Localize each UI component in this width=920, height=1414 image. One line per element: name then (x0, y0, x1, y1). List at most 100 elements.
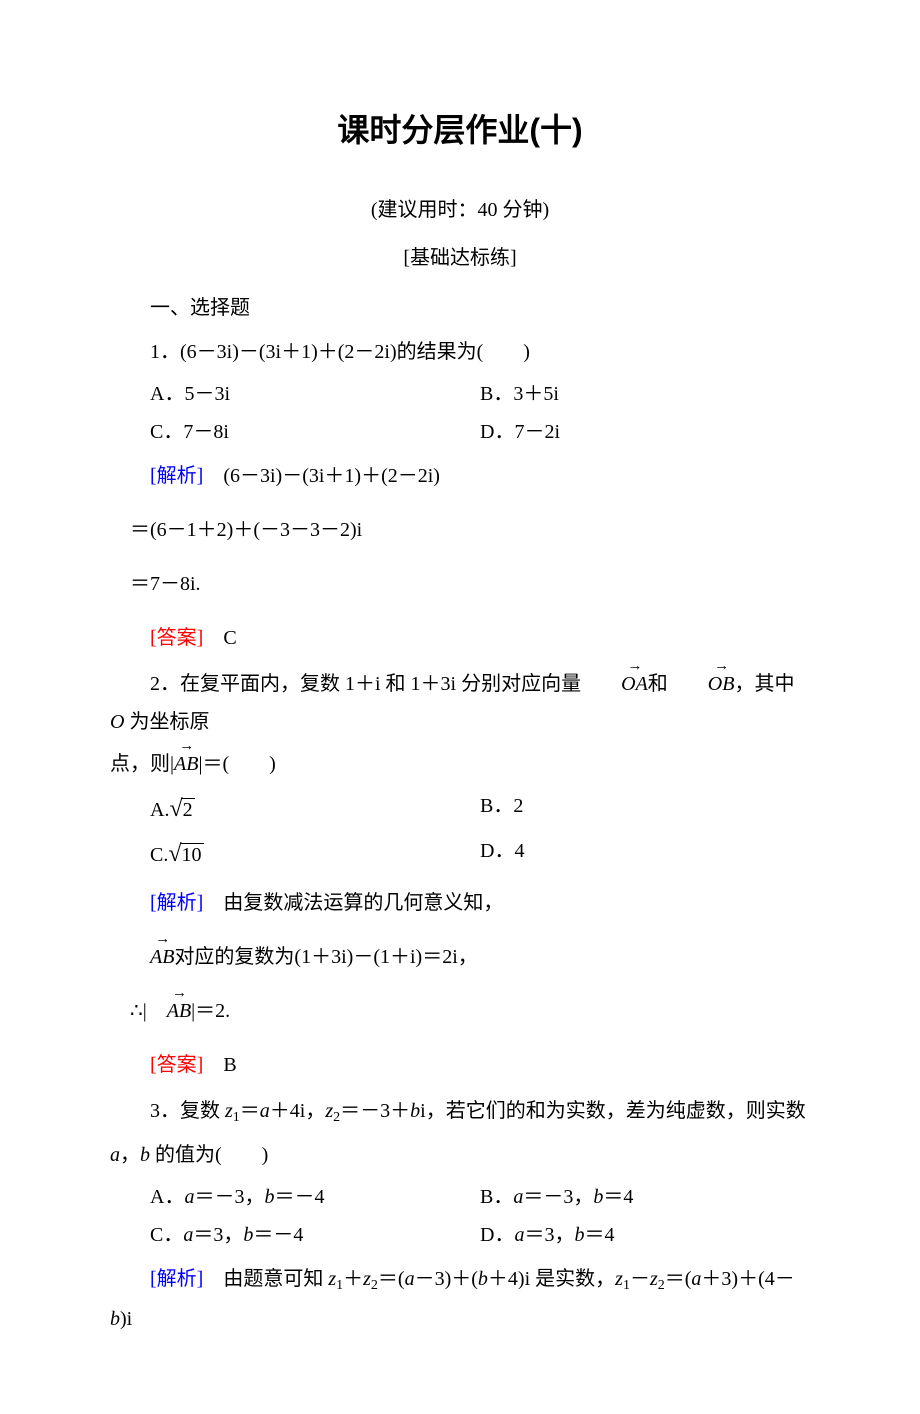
q2-stem-part2: ，其中 (734, 673, 794, 695)
q2-analysis-text2: 对应的复数为(1＋3i)－(1＋i)＝2i， (174, 946, 477, 968)
q3-an-mid3: ＋3)＋(4－ (701, 1268, 794, 1290)
q3-option-d: D．a＝3，b＝4 (480, 1216, 810, 1254)
q3-a-prefix: A． (150, 1186, 184, 1208)
sqrt-icon: √2 (169, 787, 194, 833)
q1-analysis-line1: [解析] (6－3i)－(3i＋1)＋(2－2i) (110, 457, 810, 495)
q3-an-part1: 由题意可知 (203, 1268, 328, 1290)
q2-stem-mid: 和 (648, 673, 668, 695)
page-title: 课时分层作业(十) (110, 100, 810, 161)
q1-stem: 1．(6－3i)－(3i＋1)＋(2－2i)的结果为( ) (110, 333, 810, 371)
q3-stem: 3．复数 z1＝a＋4i，z2＝－3＋bi，若它们的和为实数，差为纯虚数，则实数 (110, 1092, 810, 1132)
q3-b-prefix: B． (480, 1186, 513, 1208)
q3-b: b (410, 1100, 420, 1122)
q2-stem-cont: 点，则|AB|＝( ) (110, 745, 810, 783)
q2-stem-part1: 2．在复平面内，复数 1＋i 和 1＋3i 分别对应向量 (150, 673, 581, 695)
answer-label: [答案] (150, 627, 203, 649)
section-label: [基础达标练] (110, 239, 810, 277)
q3-d-end: ＝4 (584, 1224, 614, 1246)
q3-an-b: b (478, 1268, 488, 1290)
q2-option-b: B．2 (480, 787, 810, 833)
q3-opt-d-b: b (574, 1224, 584, 1246)
q3-an-sub2b: 2 (658, 1278, 665, 1293)
q3-option-b: B．a＝－3，b＝4 (480, 1178, 810, 1216)
q3-z2: z (325, 1100, 333, 1122)
sqrt-icon: √10 (168, 832, 203, 878)
q3-opt-c-a: a (183, 1224, 193, 1246)
q3-an-plus: ＋ (343, 1268, 363, 1290)
q2-a-prefix: A. (150, 799, 169, 821)
q3-opt-b-a: a (513, 1186, 523, 1208)
section-heading: 一、选择题 (110, 289, 810, 327)
q1-option-a: A．5－3i (150, 375, 480, 413)
q3-eq2: ＝－3＋ (340, 1100, 410, 1122)
q3-an-mid2: ＋4)i 是实数， (488, 1268, 615, 1290)
vector-oa: OA (581, 665, 648, 703)
q3-plus4i: ＋4i， (270, 1100, 326, 1122)
q2-stem: 2．在复平面内，复数 1＋i 和 1＋3i 分别对应向量OA和OB，其中 O 为… (110, 665, 810, 741)
q3-c-prefix: C． (150, 1224, 183, 1246)
time-suggestion: (建议用时：40 分钟) (110, 191, 810, 229)
q3-stem-cont: a，b 的值为( ) (110, 1136, 810, 1174)
q3-an-z1b: z (615, 1268, 623, 1290)
q3-d-prefix: D． (480, 1224, 514, 1246)
analysis-label: [解析] (150, 1268, 203, 1290)
q3-an-mid1: －3)＋( (415, 1268, 478, 1290)
q3-an-eq: ＝( (378, 1268, 405, 1290)
q2-analysis-line2: AB对应的复数为(1＋3i)－(1＋i)＝2i， (110, 938, 810, 976)
q3-stem-part1: 3．复数 (150, 1100, 225, 1122)
vector-ob: OB (668, 665, 735, 703)
q1-options: A．5－3i B．3＋5i C．7－8i D．7－2i (110, 375, 810, 451)
q3-analysis-line1: [解析] 由题意可知 z1＋z2＝(a－3)＋(b＋4)i 是实数，z1－z2＝… (110, 1260, 810, 1338)
q3-an-a: a (405, 1268, 415, 1290)
q3-c-end: ＝－4 (253, 1224, 303, 1246)
q3-an-z2b: z (650, 1268, 658, 1290)
q3-option-c: C．a＝3，b＝－4 (150, 1216, 480, 1254)
q3-a: a (260, 1100, 270, 1122)
q3-an-z2: z (363, 1268, 371, 1290)
q2-analysis-line1: [解析] 由复数减法运算的几何意义知， (110, 884, 810, 922)
vector-ab: AB (130, 938, 174, 976)
q3-z1: z (225, 1100, 233, 1122)
q3-an-end: )i (120, 1308, 132, 1330)
q3-an-b2: b (110, 1308, 120, 1330)
vector-ab: AB (147, 992, 191, 1030)
q3-opt-b-b: b (593, 1186, 603, 1208)
q2-stem-cont2: |＝( ) (198, 753, 275, 775)
q3-option-a: A．a＝－3，b＝－4 (150, 1178, 480, 1216)
q3-opt-c-b: b (243, 1224, 253, 1246)
q2-option-d: D．4 (480, 832, 810, 878)
q3-an-sub1b: 1 (623, 1278, 630, 1293)
q2-analysis-line3: ∴|AB|＝2. (110, 992, 810, 1030)
q2-c-prefix: C. (150, 844, 168, 866)
q3-options: A．a＝－3，b＝－4 B．a＝－3，b＝4 C．a＝3，b＝－4 D．a＝3，… (110, 1178, 810, 1254)
q2-analysis-text3: |＝2. (191, 1000, 230, 1022)
q3-an-a2: a (691, 1268, 701, 1290)
q3-stem-part2: i，若它们的和为实数，差为纯虚数，则实数 (420, 1100, 806, 1122)
q1-analysis-line3: ＝7－8i. (110, 565, 810, 603)
q2-analysis-text1: 由复数减法运算的几何意义知， (203, 892, 503, 914)
q1-option-d: D．7－2i (480, 413, 810, 451)
q2-option-c: C.√10 (150, 832, 480, 878)
q2-c-radicand: 10 (180, 843, 204, 866)
q2-options: A.√2 B．2 C.√10 D．4 (110, 787, 810, 878)
q3-opt-d-a: a (514, 1224, 524, 1246)
vector-ab: AB (174, 745, 198, 783)
q2-therefore: ∴| (130, 1000, 147, 1022)
q2-a-radicand: 2 (181, 798, 195, 821)
q3-opt-a-a: a (184, 1186, 194, 1208)
q2-stem-cont1: 点，则| (110, 753, 174, 775)
q3-a-mid: ＝－3， (194, 1186, 264, 1208)
answer-label: [答案] (150, 1054, 203, 1076)
q3-b-end: ＝4 (603, 1186, 633, 1208)
q3-opt-a-b: b (264, 1186, 274, 1208)
analysis-label: [解析] (150, 465, 203, 487)
q1-answer-text: C (203, 627, 236, 649)
q3-cont-comma: ， (120, 1144, 140, 1166)
q3-d-mid: ＝3， (524, 1224, 574, 1246)
q1-analysis-line2: ＝(6－1＋2)＋(－3－3－2)i (110, 511, 810, 549)
analysis-label: [解析] (150, 892, 203, 914)
q2-option-a: A.√2 (150, 787, 480, 833)
q3-c-mid: ＝3， (193, 1224, 243, 1246)
q3-eq1: ＝ (240, 1100, 260, 1122)
q3-an-sub2: 2 (371, 1278, 378, 1293)
